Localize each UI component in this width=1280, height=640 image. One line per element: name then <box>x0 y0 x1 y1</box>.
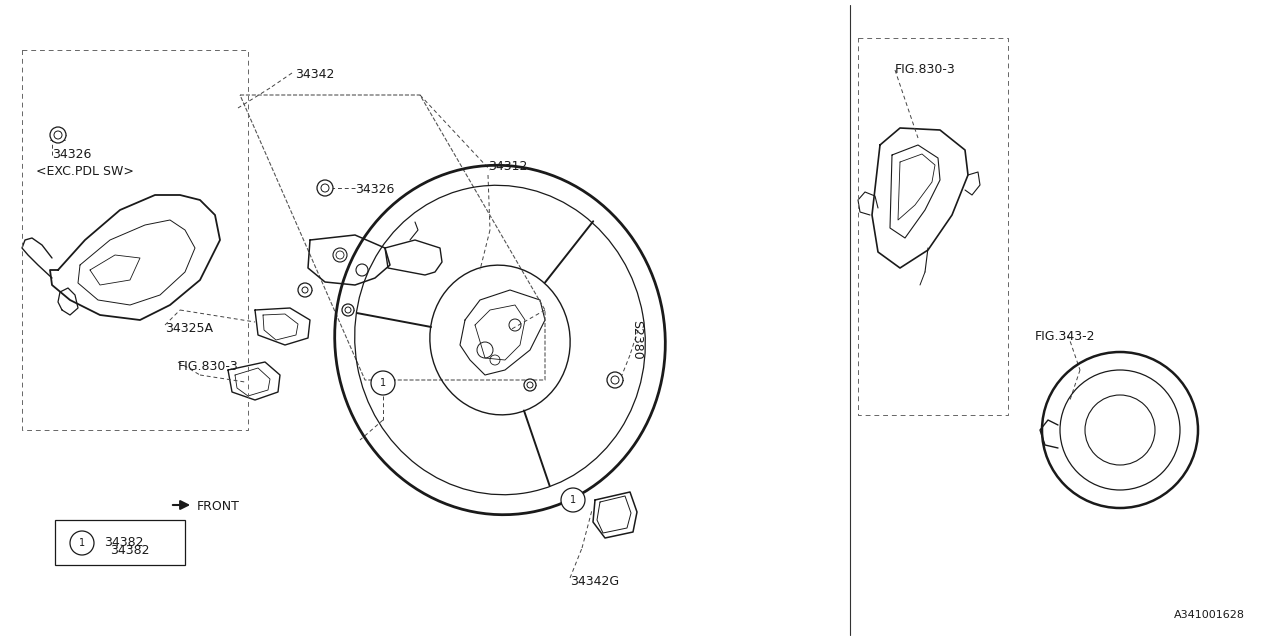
Circle shape <box>333 248 347 262</box>
Text: S2380: S2380 <box>630 320 643 360</box>
Circle shape <box>356 264 369 276</box>
Text: 34382: 34382 <box>104 536 143 550</box>
Circle shape <box>342 304 355 316</box>
Text: <EXC.PDL SW>: <EXC.PDL SW> <box>36 165 134 178</box>
Text: FIG.830-3: FIG.830-3 <box>895 63 956 76</box>
Circle shape <box>607 372 623 388</box>
Circle shape <box>524 379 536 391</box>
Text: 34325A: 34325A <box>165 322 212 335</box>
Circle shape <box>317 180 333 196</box>
Text: 34342: 34342 <box>294 68 334 81</box>
Circle shape <box>371 371 396 395</box>
Text: 1: 1 <box>79 538 84 548</box>
Text: FIG.830-3: FIG.830-3 <box>178 360 239 373</box>
Text: 1: 1 <box>380 378 387 388</box>
Text: 34326: 34326 <box>52 148 91 161</box>
Text: 34382: 34382 <box>110 544 150 557</box>
Circle shape <box>50 127 67 143</box>
Text: 34326: 34326 <box>355 183 394 196</box>
Text: 34312: 34312 <box>488 160 527 173</box>
Text: 34342G: 34342G <box>570 575 620 588</box>
Circle shape <box>70 531 93 555</box>
Text: 1: 1 <box>570 495 576 505</box>
Text: A341001628: A341001628 <box>1174 610 1245 620</box>
Text: FRONT: FRONT <box>197 500 239 513</box>
Circle shape <box>561 488 585 512</box>
Circle shape <box>298 283 312 297</box>
Bar <box>55 520 186 565</box>
Text: FIG.343-2: FIG.343-2 <box>1036 330 1096 343</box>
